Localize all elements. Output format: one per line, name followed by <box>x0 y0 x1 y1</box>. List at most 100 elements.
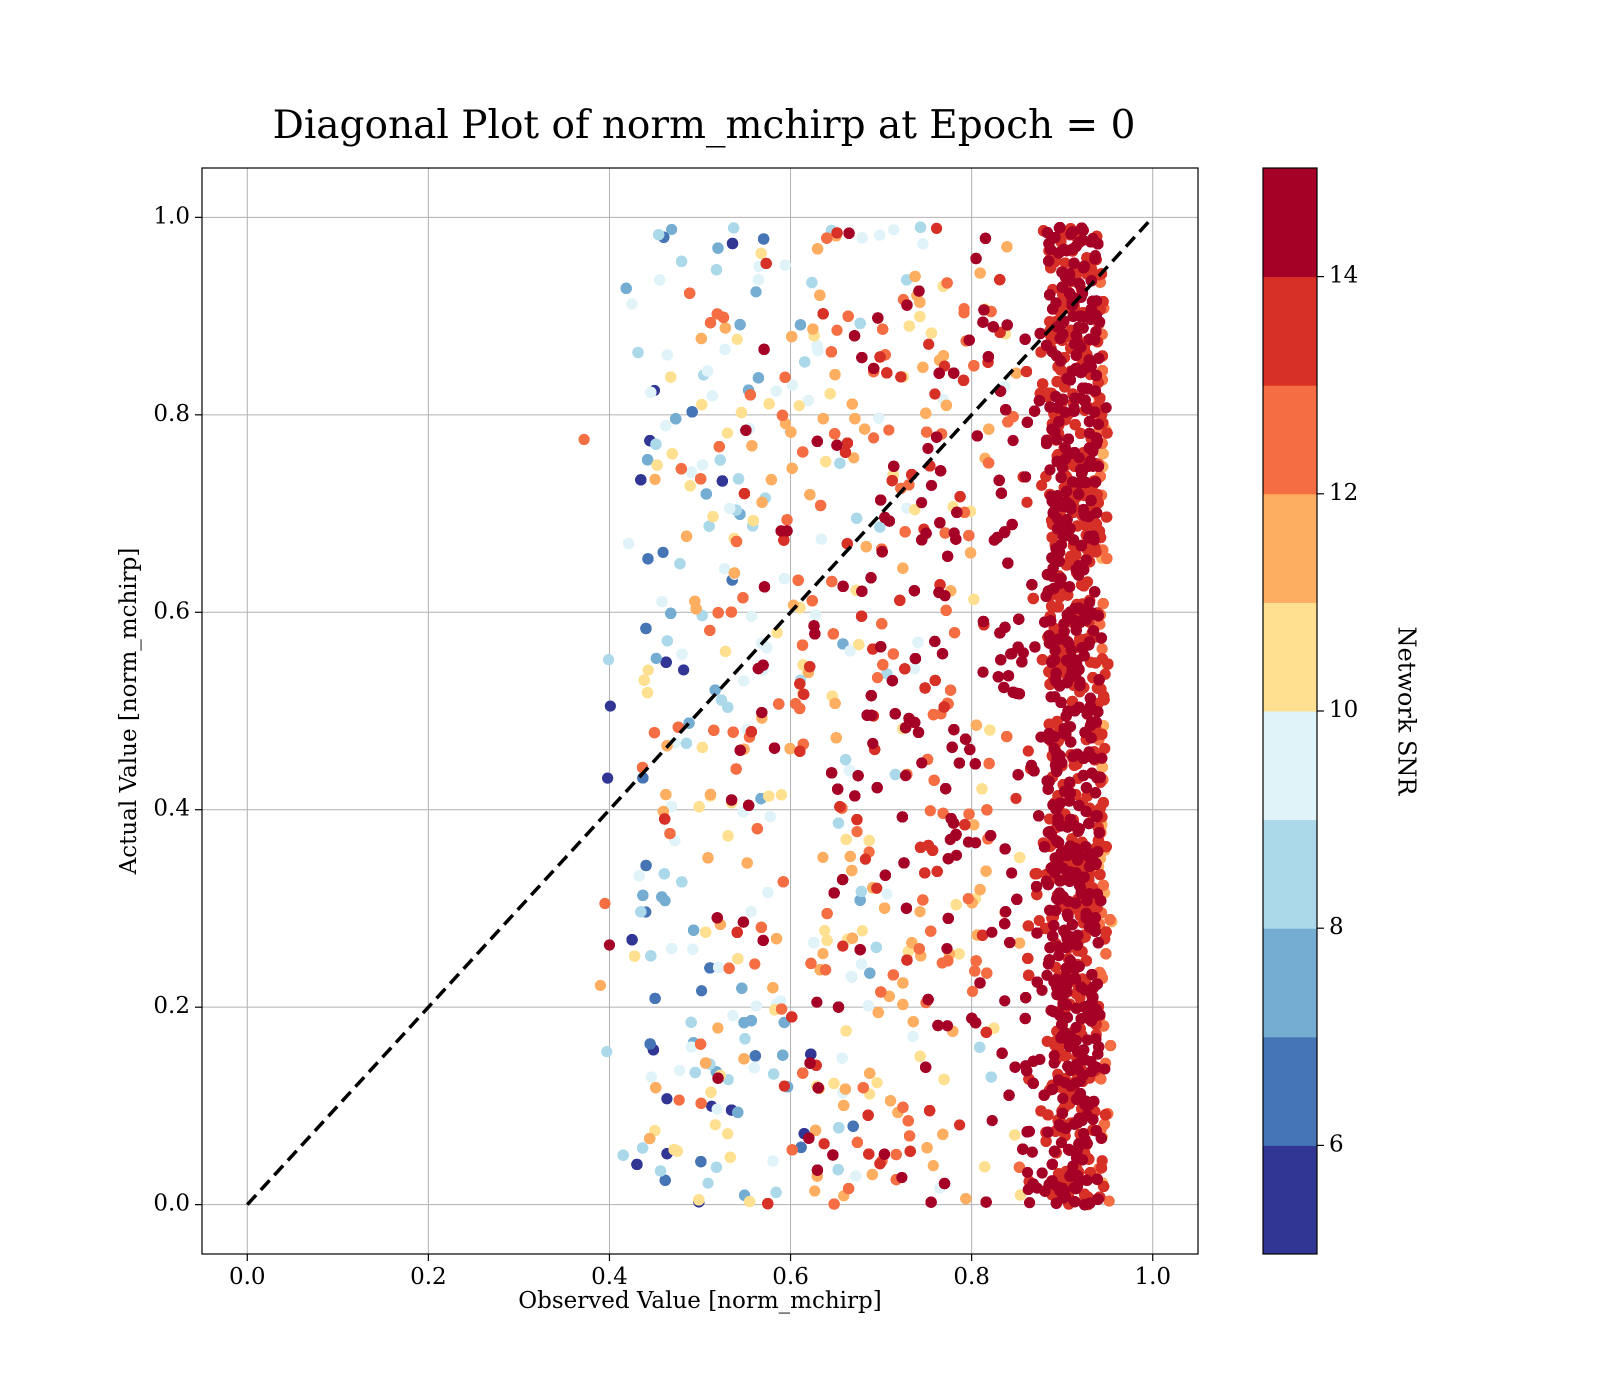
scatter-point <box>980 865 992 877</box>
scatter-point <box>685 1016 697 1028</box>
scatter-point <box>628 950 641 962</box>
scatter-point <box>685 1041 698 1053</box>
scatter-point <box>1020 365 1033 378</box>
scatter-point <box>832 1164 844 1176</box>
scatter-point <box>925 327 938 339</box>
scatter-point <box>675 255 688 267</box>
scatter-point <box>966 985 979 998</box>
scatter-point <box>695 1038 707 1050</box>
scatter-point <box>887 648 899 660</box>
scatter-point <box>656 891 668 903</box>
scatter-point <box>707 511 719 523</box>
scatter-point <box>853 638 865 651</box>
scatter-point <box>702 852 714 864</box>
scatter-point <box>923 338 935 350</box>
scatter-point <box>814 289 826 301</box>
scatter-point <box>710 264 723 276</box>
scatter-point <box>675 463 687 475</box>
scatter-point <box>940 604 952 617</box>
scatter-point <box>706 390 718 402</box>
scatter-point <box>817 413 829 425</box>
scatter-point <box>648 727 661 739</box>
scatter-point <box>750 1000 762 1012</box>
scatter-point <box>661 635 673 647</box>
plot-area: 0.0 0.2 0.4 0.6 0.8 1.0 0.00.20.40.60.81.0 <box>153 167 1199 1290</box>
scatter-point <box>839 754 852 766</box>
scatter-point <box>695 332 707 345</box>
scatter-point <box>703 520 715 532</box>
scatter-point <box>654 1165 667 1177</box>
scatter-point <box>914 221 927 233</box>
scatter-point <box>964 547 977 559</box>
scatter-point <box>705 1086 717 1098</box>
scatter-point <box>680 737 692 749</box>
scatter-point <box>785 426 797 438</box>
scatter-point <box>736 982 748 994</box>
scatter-point <box>638 674 650 686</box>
scatter-point <box>713 441 725 453</box>
scatter-point <box>819 964 832 976</box>
scatter-point <box>870 941 882 953</box>
scatter-point <box>856 925 868 937</box>
scatter-point <box>842 310 854 322</box>
scatter-point <box>844 645 856 657</box>
scatter-point <box>1081 576 1094 588</box>
scatter-point <box>846 864 858 877</box>
scatter-point <box>702 1177 714 1189</box>
scatter-point <box>925 925 937 937</box>
scatter-point <box>874 229 886 241</box>
scatter-point <box>635 906 647 918</box>
scatter-point <box>804 489 816 501</box>
scatter-point <box>897 977 909 989</box>
scatter-point <box>889 768 901 781</box>
scatter-point <box>851 512 863 524</box>
scatter-point <box>914 906 926 918</box>
scatter-point <box>723 962 735 974</box>
scatter-point <box>817 851 829 863</box>
scatter-point <box>676 876 688 888</box>
scatter-point <box>840 1025 852 1037</box>
scatter-point <box>708 724 720 736</box>
scatter-point <box>739 1033 751 1045</box>
scatter-point <box>792 574 804 586</box>
scatter-point <box>846 932 859 944</box>
scatter-point <box>907 1016 919 1028</box>
scatter-point <box>722 830 734 842</box>
scatter-point <box>839 446 852 458</box>
scatter-point <box>902 945 915 958</box>
scatter-point <box>653 229 665 241</box>
scatter-point <box>793 400 805 412</box>
scatter-point <box>660 656 672 668</box>
scatter-point <box>937 1128 949 1140</box>
scatter-point <box>778 572 791 585</box>
scatter-point <box>879 902 891 914</box>
scatter-point <box>839 1083 851 1095</box>
scatter-point <box>665 371 677 383</box>
scatter-point <box>602 654 615 666</box>
scatter-point <box>851 1136 864 1149</box>
scatter-point <box>631 1158 643 1171</box>
scatter-point <box>726 237 739 250</box>
scatter-point <box>954 491 966 503</box>
scatter-point <box>927 1160 939 1172</box>
scatter-point <box>730 763 742 775</box>
scatter-point <box>1046 600 1058 612</box>
scatter-point <box>712 242 724 254</box>
scatter-point <box>797 1067 809 1079</box>
scatter-point <box>931 865 943 878</box>
scatter-point <box>711 1103 723 1115</box>
scatter-point <box>786 331 798 343</box>
scatter-point <box>829 428 841 440</box>
scatter-point <box>917 238 929 250</box>
scatter-point <box>671 1145 683 1157</box>
scatter-point <box>626 298 638 310</box>
scatter-point <box>897 1101 909 1113</box>
scatter-point <box>829 369 841 381</box>
scatter-point <box>836 1052 848 1064</box>
scatter-point <box>953 948 965 960</box>
scatter-point <box>805 957 817 970</box>
scatter-point <box>974 267 986 279</box>
scatter-point <box>844 850 856 863</box>
scatter-point <box>660 420 672 432</box>
scatter-point <box>777 1049 789 1061</box>
